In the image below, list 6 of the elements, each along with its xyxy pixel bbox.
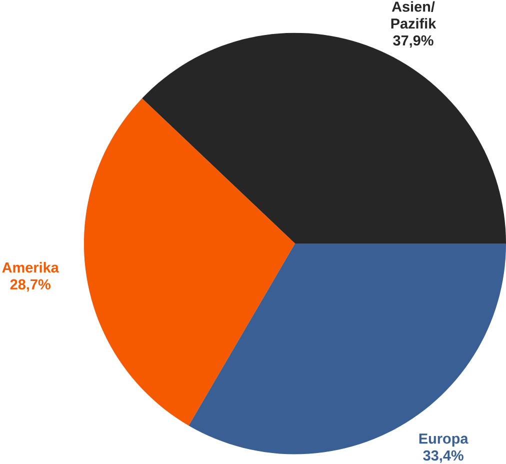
data-label: 28,7% — [10, 279, 50, 292]
slice-label: Amerika — [2, 262, 59, 273]
data-label: 33,4% — [423, 450, 464, 463]
slice-label: Europa — [419, 434, 468, 447]
data-label: 37,9% — [393, 35, 434, 48]
slice-label: Asien/ Pazifik — [391, 1, 436, 29]
